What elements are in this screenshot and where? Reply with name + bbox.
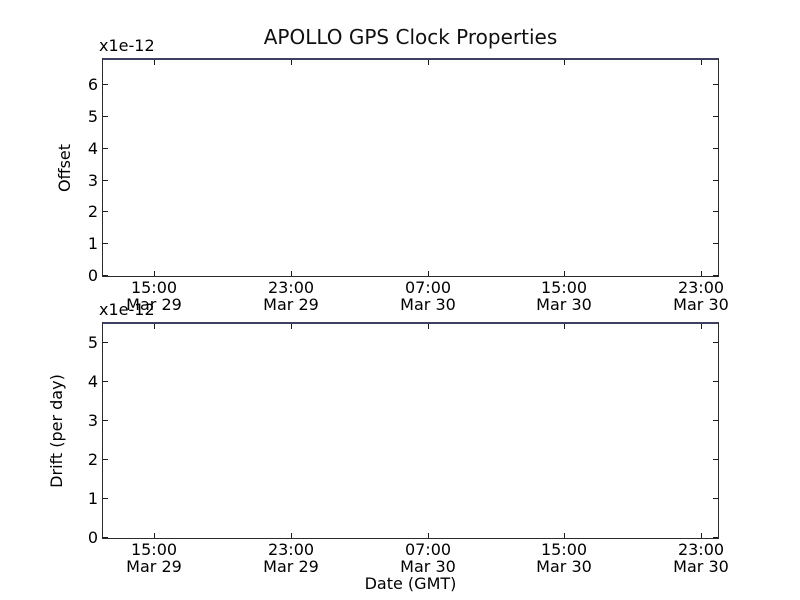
y-tick-mark [713,180,718,181]
y-tick-mark [103,180,108,181]
y-tick-label: 3 [87,411,98,430]
y-tick-label: 0 [87,266,98,285]
y-tick-mark [103,342,108,343]
x-tick-mark [428,60,429,65]
x-tick-time: 23:00 [677,278,725,297]
x-tick-mark [291,271,292,276]
x-tick-label: 23:00 Mar 29 [241,279,341,313]
x-tick-mark [428,324,429,329]
x-tick-label: 15:00 Mar 30 [514,541,614,575]
ylabel-drift: Drift (per day) [47,374,66,488]
y-tick-mark [713,148,718,149]
offset-multiplier-top: x1e-12 [99,36,155,55]
y-tick-mark [103,243,108,244]
y-tick-label: 2 [87,202,98,221]
y-tick-mark [103,537,108,538]
x-tick-mark [154,324,155,329]
x-tick-mark [564,60,565,65]
y-tick-mark [713,459,718,460]
x-tick-label: 23:00 Mar 30 [651,541,751,575]
y-tick-mark [713,537,718,538]
y-tick-mark [103,498,108,499]
x-tick-time: 23:00 [677,540,725,559]
y-tick-label: 4 [87,372,98,391]
x-tick-label: 15:00 Mar 29 [104,541,204,575]
x-tick-label: 23:00 Mar 30 [651,279,751,313]
x-tick-mark [154,271,155,276]
x-tick-date: Mar 30 [673,295,729,314]
y-tick-mark [713,498,718,499]
y-tick-mark [713,420,718,421]
x-tick-date: Mar 29 [126,295,182,314]
y-tick-mark [103,211,108,212]
x-tick-label: 15:00 Mar 29 [104,279,204,313]
x-tick-time: 07:00 [404,278,452,297]
y-tick-mark [713,243,718,244]
x-tick-mark [291,60,292,65]
y-tick-label: 1 [87,489,98,508]
x-tick-mark [428,271,429,276]
x-tick-mark [291,324,292,329]
y-tick-mark [713,116,718,117]
y-tick-mark [103,84,108,85]
y-tick-label: 2 [87,450,98,469]
x-tick-label: 23:00 Mar 29 [241,541,341,575]
y-tick-label: 4 [87,139,98,158]
x-tick-date: Mar 29 [126,557,182,576]
y-tick-mark [103,275,108,276]
x-tick-time: 07:00 [404,540,452,559]
offset-plot-area [102,58,719,277]
xlabel-date-gmt: Date (GMT) [364,574,457,593]
x-tick-time: 23:00 [267,278,315,297]
drift-plot-area [102,322,719,539]
y-tick-label: 3 [87,171,98,190]
y-tick-mark [713,84,718,85]
x-tick-time: 15:00 [130,540,178,559]
x-tick-date: Mar 30 [400,295,456,314]
x-tick-date: Mar 30 [673,557,729,576]
y-tick-mark [713,342,718,343]
x-tick-date: Mar 30 [536,557,592,576]
y-tick-mark [103,148,108,149]
x-tick-mark [564,533,565,538]
y-tick-label: 5 [87,333,98,352]
y-tick-label: 0 [87,528,98,547]
x-tick-time: 23:00 [267,540,315,559]
x-tick-label: 07:00 Mar 30 [378,541,478,575]
x-tick-time: 15:00 [540,540,588,559]
x-tick-time: 15:00 [130,278,178,297]
y-tick-label: 6 [87,75,98,94]
y-tick-mark [713,275,718,276]
x-tick-date: Mar 30 [400,557,456,576]
x-tick-date: Mar 29 [263,295,319,314]
x-tick-label: 07:00 Mar 30 [378,279,478,313]
x-tick-date: Mar 30 [536,295,592,314]
x-tick-date: Mar 29 [263,557,319,576]
y-tick-mark [103,381,108,382]
offset-multiplier-bottom: x1e-12 [99,300,155,319]
x-tick-mark [701,324,702,329]
y-tick-label: 5 [87,107,98,126]
x-tick-mark [564,324,565,329]
x-tick-mark [701,533,702,538]
x-tick-mark [154,60,155,65]
y-tick-mark [103,459,108,460]
x-tick-label: 15:00 Mar 30 [514,279,614,313]
x-tick-time: 15:00 [540,278,588,297]
y-tick-label: 1 [87,234,98,253]
x-tick-mark [564,271,565,276]
y-tick-mark [713,381,718,382]
x-tick-mark [701,271,702,276]
chart-title: APOLLO GPS Clock Properties [263,25,558,49]
x-tick-mark [428,533,429,538]
y-tick-mark [713,211,718,212]
x-tick-mark [154,533,155,538]
x-tick-mark [701,60,702,65]
y-tick-mark [103,420,108,421]
x-tick-mark [291,533,292,538]
y-tick-mark [103,116,108,117]
